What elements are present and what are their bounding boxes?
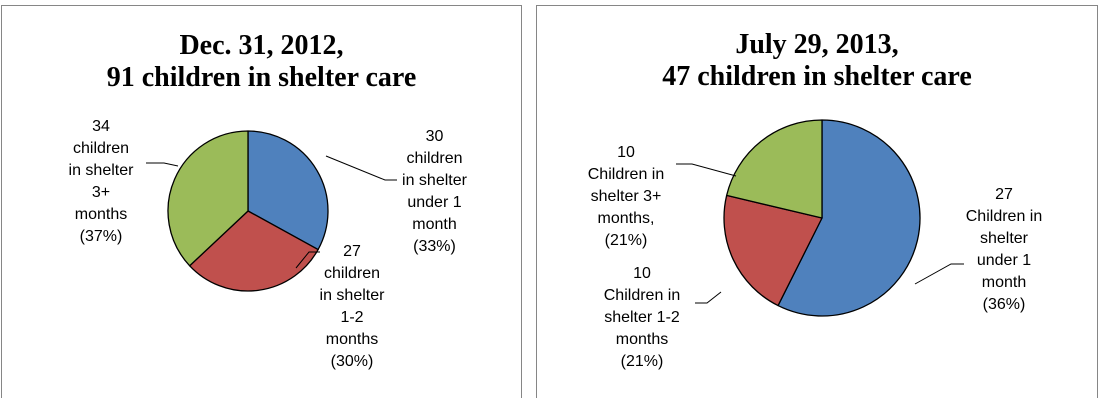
chart-title-line-1: Dec. 31, 2012, bbox=[179, 30, 344, 61]
leader-line-1 bbox=[914, 263, 964, 285]
chart-title: July 29, 2013, 47 children in shelter ca… bbox=[537, 29, 1097, 93]
chart-title-line-1: July 29, 2013, bbox=[735, 29, 899, 60]
slice-label-1-2-months: 10 Children in shelter 1-2 months (21%) bbox=[603, 265, 681, 370]
pie-slice-3 bbox=[725, 119, 823, 219]
leader-line-1 bbox=[325, 155, 397, 181]
pie-chart-2013: July 29, 2013, 47 children in shelter ca… bbox=[536, 5, 1098, 398]
pie-slice-2 bbox=[189, 210, 319, 292]
pie-plot-area bbox=[146, 130, 397, 292]
pie-slice-1 bbox=[247, 130, 329, 251]
slice-label-3-plus-months: 10 Children in shelter 3+ months, (21%) bbox=[587, 144, 665, 249]
pie-slice-3 bbox=[167, 130, 249, 267]
slice-label-under-1-month: 30 children in shelter under 1 month (33… bbox=[402, 128, 467, 255]
leader-line-2 bbox=[295, 251, 320, 269]
pie-slice-1 bbox=[777, 119, 921, 317]
slice-label-under-1-month: 27 Children in shelter under 1 month (36… bbox=[965, 186, 1043, 313]
leader-line-3 bbox=[676, 163, 737, 177]
chart-title-line-2: 47 children in shelter care bbox=[662, 61, 972, 92]
pie-chart-2012: Dec. 31, 2012, 91 children in shelter ca… bbox=[1, 5, 522, 398]
pie-slice-2 bbox=[723, 194, 823, 307]
pie-plot-area bbox=[676, 119, 964, 317]
slice-label-1-2-months: 27 children in shelter 1-2 months (30%) bbox=[319, 243, 385, 370]
leader-line-3 bbox=[146, 162, 179, 167]
chart-title-line-2: 91 children in shelter care bbox=[106, 62, 417, 93]
leader-line-2 bbox=[695, 291, 722, 304]
slice-label-3-plus-months: 34 children in shelter 3+ months (37%) bbox=[68, 118, 134, 245]
chart-title: Dec. 31, 2012, 91 children in shelter ca… bbox=[2, 30, 521, 94]
